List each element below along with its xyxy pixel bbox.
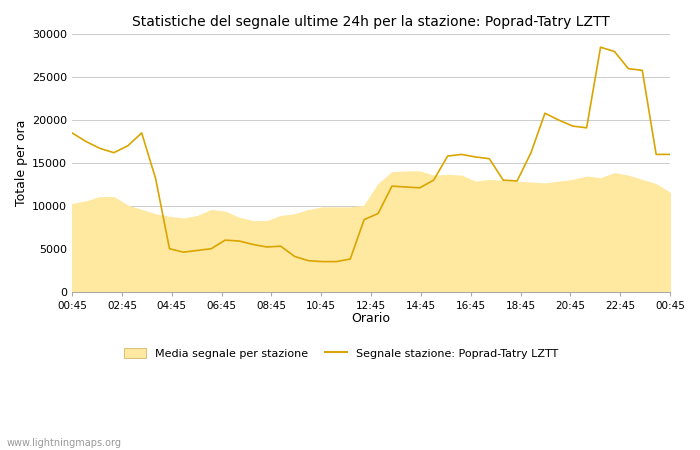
Title: Statistiche del segnale ultime 24h per la stazione: Poprad-Tatry LZTT: Statistiche del segnale ultime 24h per l… — [132, 15, 610, 29]
X-axis label: Orario: Orario — [351, 312, 391, 325]
Legend: Media segnale per stazione, Segnale stazione: Poprad-Tatry LZTT: Media segnale per stazione, Segnale staz… — [120, 343, 563, 363]
Text: www.lightningmaps.org: www.lightningmaps.org — [7, 438, 122, 448]
Y-axis label: Totale per ora: Totale per ora — [15, 120, 28, 206]
